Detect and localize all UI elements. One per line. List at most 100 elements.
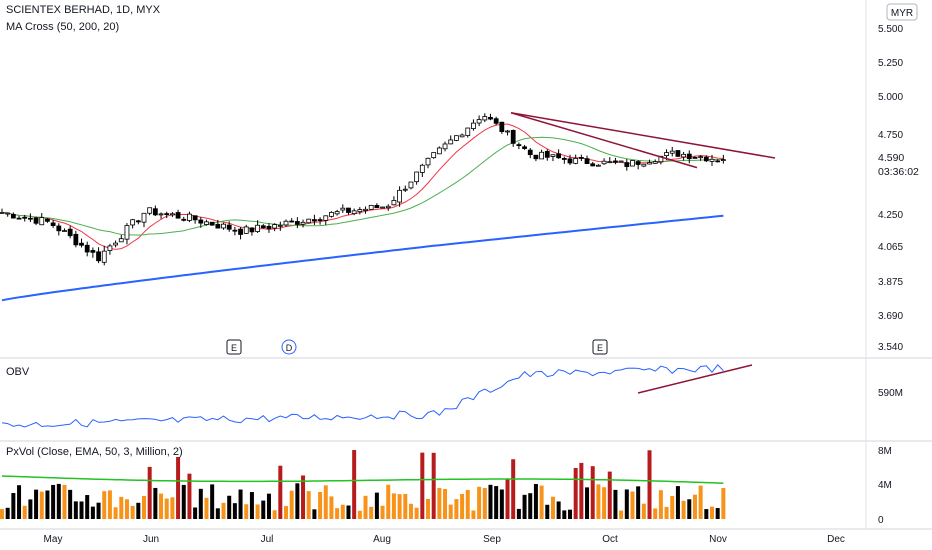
candle (56, 223, 62, 236)
candle (431, 152, 437, 159)
volume-bar (210, 484, 215, 519)
candle (226, 221, 232, 232)
candle (425, 157, 431, 169)
volume-bar (414, 507, 419, 519)
volume-bar (159, 493, 164, 519)
candle (50, 219, 56, 228)
y-tick-label: 3.690 (878, 311, 903, 322)
volume-bar (607, 471, 612, 519)
candle (45, 218, 50, 223)
candle (272, 223, 278, 232)
obv-axis-label: 590M (878, 388, 903, 399)
volume-bar (17, 485, 22, 519)
volume-bar (45, 490, 50, 519)
candle (493, 116, 499, 126)
volume-bar (687, 499, 692, 519)
currency-badge[interactable]: MYR (886, 3, 918, 21)
volume-bar (153, 487, 158, 519)
volume-bar (482, 488, 487, 519)
dividend-marker: D (281, 339, 297, 355)
earnings-marker: E (592, 339, 608, 355)
volume-bar (181, 484, 186, 519)
candle (465, 127, 471, 138)
volume-bar (238, 489, 243, 519)
volume-bar (28, 499, 33, 519)
x-tick-label: Nov (709, 534, 727, 545)
x-tick-label: Jul (261, 534, 274, 545)
volume-bar (477, 486, 482, 519)
volume-ema-line (1, 475, 724, 484)
candle (351, 208, 357, 216)
volume-bar (443, 488, 448, 519)
candle (408, 181, 414, 190)
candle (340, 204, 346, 213)
candle (385, 204, 391, 211)
y-tick-label: 3.540 (878, 342, 903, 353)
volume-bar (460, 493, 465, 519)
candle (635, 160, 641, 170)
candle (573, 154, 579, 165)
volume-bar (130, 505, 135, 519)
volume-bar (5, 507, 10, 519)
volume-bar (448, 504, 453, 519)
earnings-marker: E (226, 339, 242, 355)
y-tick-label: 4.750 (878, 130, 903, 141)
trendlines[interactable] (510, 111, 776, 169)
candle (130, 218, 136, 229)
candle (459, 133, 465, 138)
candle (101, 245, 107, 266)
candle (141, 212, 147, 228)
candle (67, 225, 73, 239)
candle (334, 209, 340, 216)
volume-bar (681, 500, 686, 519)
candle (181, 216, 187, 222)
candle (374, 203, 380, 209)
candle (300, 219, 306, 228)
volume-bar (295, 483, 300, 519)
candle (419, 163, 425, 177)
volume-tick-label: 4M (878, 480, 892, 491)
volume-bar (187, 473, 192, 519)
candle (198, 217, 204, 228)
candle (402, 185, 408, 192)
candle (33, 216, 39, 226)
volume-bar (68, 489, 73, 519)
price-axis[interactable]: 5.500 5.250 5.000 4.750 4.250 4.065 3.875 3.690… (878, 24, 903, 526)
pxvol-legend[interactable]: PxVol (Close, EMA, 50, 3, Million, 2) (6, 446, 183, 458)
candle (436, 146, 442, 155)
obv-trendline (637, 364, 753, 394)
obv-legend[interactable]: OBV (6, 366, 30, 378)
candle (624, 159, 630, 171)
volume-bar (62, 484, 67, 519)
candle (204, 219, 209, 226)
candle (686, 150, 692, 164)
y-tick-label: 5.500 (878, 24, 903, 35)
candle (357, 207, 363, 215)
volume-bar (590, 466, 595, 519)
candle (260, 224, 266, 229)
volume-bar (658, 490, 663, 519)
indicator-legend[interactable]: MA Cross (50, 200, 20) (6, 21, 120, 33)
candles (0, 113, 726, 266)
candle (135, 219, 141, 225)
candle (476, 115, 482, 127)
volume-bar (533, 484, 538, 519)
volume-bar (39, 491, 44, 519)
volume-bar (630, 491, 635, 519)
x-tick-label: Jun (143, 534, 159, 545)
candle (363, 206, 368, 214)
volume-bar (619, 510, 624, 519)
volume-bar (454, 499, 459, 519)
chart-title[interactable]: SCIENTEX BERHAD, 1D, MYX (6, 4, 161, 16)
y-tick-label: 5.250 (878, 58, 903, 69)
volume-bar (323, 485, 328, 519)
candle (96, 247, 101, 264)
last-price-badge: 4.590 03:36:02 (868, 150, 922, 178)
volume-bar (340, 504, 345, 519)
candle (249, 227, 255, 236)
volume-bar (11, 493, 16, 519)
falling-trendline (510, 112, 698, 169)
ma-50-line (1, 136, 724, 236)
time-axis[interactable]: May Jun Jul Aug Sep Oct Nov Dec (44, 534, 845, 545)
volume-bar (386, 484, 391, 519)
